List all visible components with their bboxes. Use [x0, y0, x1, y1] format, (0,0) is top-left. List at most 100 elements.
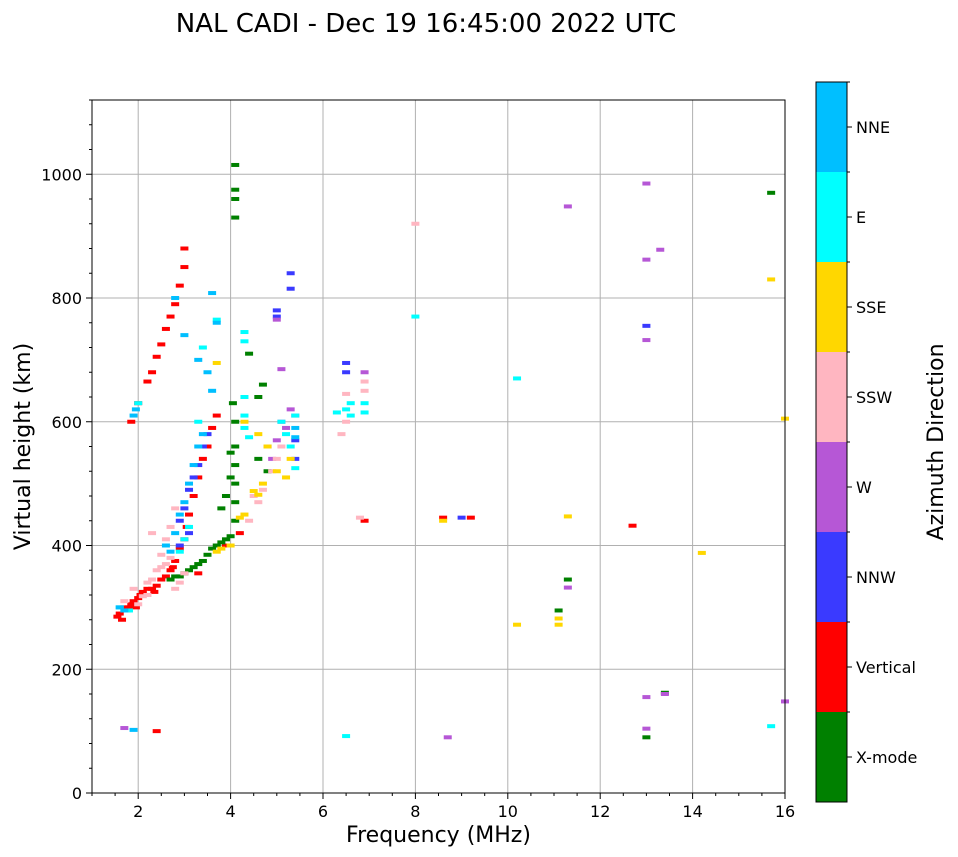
data-point-ssw — [152, 568, 161, 573]
data-point-e — [277, 419, 286, 424]
data-point-vertical — [439, 515, 448, 520]
data-point-vertical — [143, 586, 152, 591]
data-point-e — [332, 410, 341, 415]
y-tick-label: 1000 — [41, 165, 82, 184]
data-point-nnw — [457, 515, 466, 520]
data-point-x-mode — [198, 558, 207, 563]
data-point-ssw — [360, 388, 369, 393]
data-point-e — [291, 413, 300, 418]
data-point-sse — [767, 277, 776, 282]
data-point-vertical — [124, 605, 133, 610]
data-point-vertical — [118, 617, 127, 622]
data-point-e — [245, 435, 254, 440]
data-point-e — [180, 537, 189, 542]
data-points — [113, 162, 789, 740]
data-point-nne — [171, 531, 180, 536]
data-point-vertical — [131, 605, 140, 610]
colorbar-segment-nne — [816, 82, 847, 172]
data-point-x-mode — [258, 382, 267, 387]
axis-ticks: 2 4 6 8 10 12 14 16 0 200 400 600 800 1000 — [41, 99, 795, 821]
data-point-w — [563, 585, 572, 590]
data-point-sse — [240, 512, 249, 517]
data-point-x-mode — [231, 500, 240, 505]
data-point-ssw — [148, 577, 157, 582]
data-point-nnw — [642, 323, 651, 328]
data-point-w — [360, 370, 369, 375]
colorbar-label: W — [856, 478, 872, 497]
data-point-ssw — [272, 456, 281, 461]
data-point-ssw — [249, 494, 258, 498]
data-point-ssw — [411, 221, 420, 226]
data-point-ssw — [342, 419, 351, 424]
data-point-vertical — [157, 577, 166, 582]
data-point-nne — [180, 333, 189, 338]
data-point-e — [124, 608, 133, 613]
data-point-sse — [513, 622, 522, 627]
colorbar-segment-e — [816, 172, 847, 262]
data-point-ssw — [143, 580, 152, 585]
data-point-sse — [212, 360, 221, 365]
data-point-nnw — [175, 543, 184, 548]
data-point-x-mode — [226, 534, 235, 539]
data-point-vertical — [360, 518, 369, 523]
data-point-w — [642, 726, 651, 731]
data-point-e — [346, 401, 355, 406]
data-point-vertical — [152, 583, 161, 588]
data-point-x-mode — [231, 481, 240, 486]
data-point-w — [656, 247, 665, 252]
data-point-vertical — [113, 614, 122, 619]
data-point-sse — [554, 616, 563, 621]
data-point-e — [282, 432, 291, 437]
data-point-nne — [291, 435, 300, 440]
data-point-ssw — [180, 571, 189, 576]
data-point-e — [346, 413, 355, 418]
data-point-x-mode — [231, 215, 240, 220]
data-point-nne — [189, 463, 198, 468]
data-point-ssw — [134, 602, 143, 607]
data-point-x-mode — [231, 162, 240, 167]
data-point-x-mode — [767, 190, 776, 195]
data-point-w — [272, 438, 281, 443]
data-point-x-mode — [231, 187, 240, 192]
data-point-ssw — [157, 565, 166, 570]
data-point-x-mode — [231, 444, 240, 449]
y-tick-label: 800 — [51, 289, 82, 308]
x-tick-label: 16 — [775, 802, 795, 821]
data-point-e — [240, 413, 249, 418]
chart-title: NAL CADI - Dec 19 16:45:00 2022 UTC — [176, 9, 676, 39]
data-point-x-mode — [189, 565, 198, 570]
data-point-ssw — [355, 515, 364, 520]
data-point-sse — [554, 622, 563, 627]
data-point-x-mode — [254, 456, 263, 461]
data-point-sse — [263, 444, 272, 449]
data-point-nnw — [286, 286, 295, 291]
data-point-vertical — [152, 729, 161, 734]
x-tick-label: 10 — [498, 802, 518, 821]
data-point-x-mode — [203, 552, 212, 557]
data-point-x-mode — [226, 450, 235, 455]
data-point-vertical — [168, 565, 177, 570]
colorbar-title: Azimuth Direction — [924, 343, 949, 540]
data-point-x-mode — [185, 568, 194, 573]
data-point-nnw — [291, 438, 300, 443]
data-point-ssw — [143, 593, 152, 597]
data-point-nne — [198, 432, 207, 437]
data-point-vertical — [161, 574, 170, 579]
data-point-w — [642, 695, 651, 700]
data-point-nnw — [286, 271, 295, 276]
data-point-nne — [161, 543, 170, 548]
data-point-vertical — [134, 596, 143, 601]
data-point-x-mode — [217, 540, 226, 545]
data-point-nne — [115, 605, 124, 610]
data-point-w — [642, 257, 651, 262]
data-point-vertical — [194, 475, 203, 480]
data-point-w — [443, 735, 452, 740]
data-point-nnw — [185, 531, 194, 536]
data-point-x-mode — [228, 401, 237, 406]
data-point-nnw — [291, 456, 300, 461]
data-point-ssw — [258, 487, 267, 492]
data-point-vertical — [628, 523, 637, 528]
data-point-sse — [254, 432, 263, 437]
y-tick-label: 400 — [51, 537, 82, 556]
